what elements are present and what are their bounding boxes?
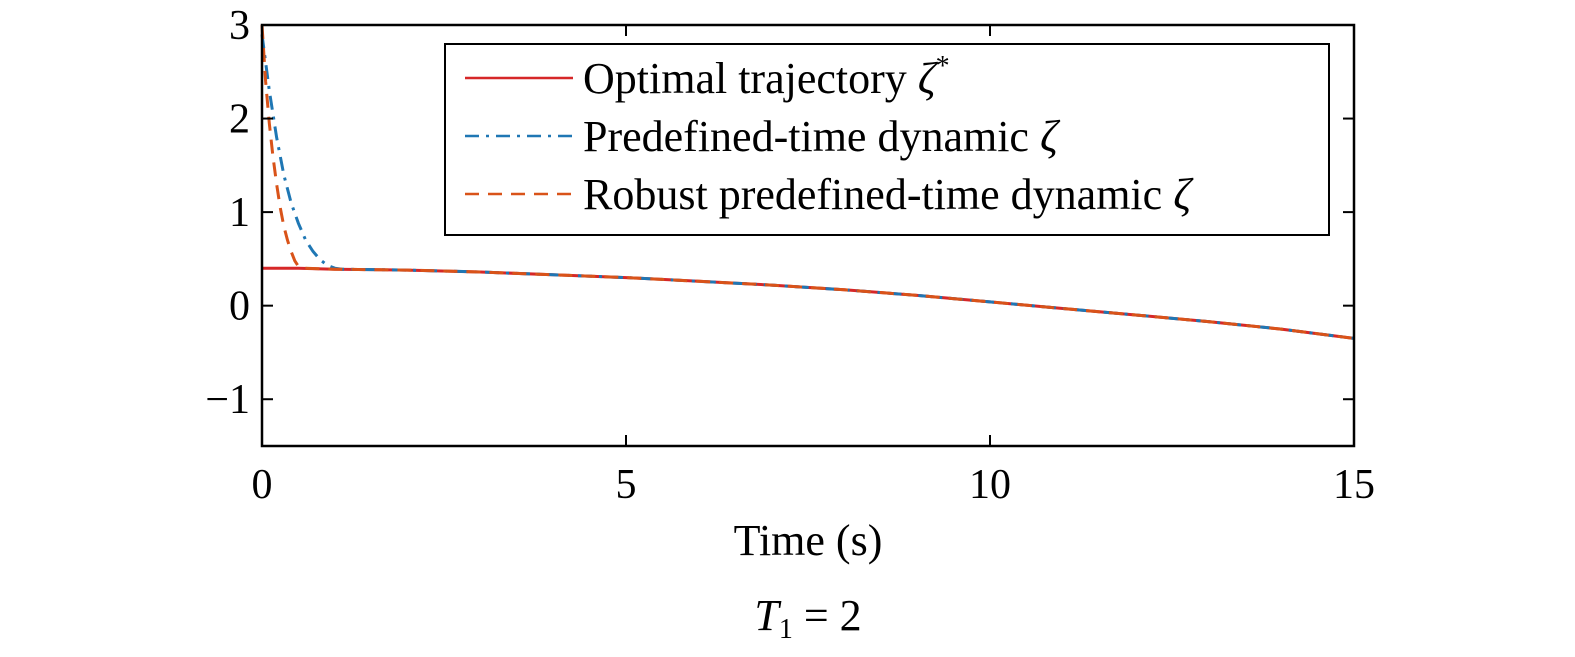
x-tick-label-1: 5	[616, 462, 637, 508]
figure-caption: T1 = 2	[754, 591, 861, 645]
y-tick-label-4: −1	[205, 377, 250, 423]
x-axis-label: Time (s)	[734, 516, 883, 565]
legend-label-optimal-superscript: *	[936, 51, 950, 82]
x-tick-label-3: 15	[1333, 462, 1375, 508]
legend-box	[444, 43, 1330, 236]
plot-frame	[260, 23, 1356, 448]
y-tick-label-1: 2	[229, 97, 250, 143]
legend-label-predefined-symbol: ζ	[1040, 112, 1061, 161]
legend-label-robust: Robust predefined-time dynamic ζ	[583, 170, 1194, 219]
legend-label-predefined: Predefined-time dynamic ζ	[583, 112, 1061, 161]
y-tick-label-3: 0	[229, 284, 250, 330]
legend-label-robust-symbol: ζ	[1173, 170, 1194, 219]
y-tick-label-2: 1	[229, 190, 250, 236]
legend-label-optimal-text: Optimal trajectory	[583, 54, 907, 103]
series-layer	[260, 24, 1355, 340]
legend-label-optimal-symbol: ζ	[918, 54, 939, 103]
series-line-1	[262, 266, 1355, 340]
caption-subscript: 1	[779, 614, 793, 645]
series-line-3	[260, 24, 1355, 340]
legend: Optimal trajectory ζ* Predefined-time dy…	[444, 43, 1330, 236]
x-tick-label-0: 0	[252, 462, 273, 508]
legend-label-predefined-text: Predefined-time dynamic	[583, 112, 1029, 161]
x-tick-label-2: 10	[969, 462, 1011, 508]
caption-rest: = 2	[793, 591, 862, 640]
caption-symbol: T	[754, 591, 782, 640]
legend-label-robust-text: Robust predefined-time dynamic	[583, 170, 1162, 219]
y-tick-label-0: 3	[229, 3, 250, 49]
legend-label-optimal: Optimal trajectory ζ*	[583, 51, 950, 103]
